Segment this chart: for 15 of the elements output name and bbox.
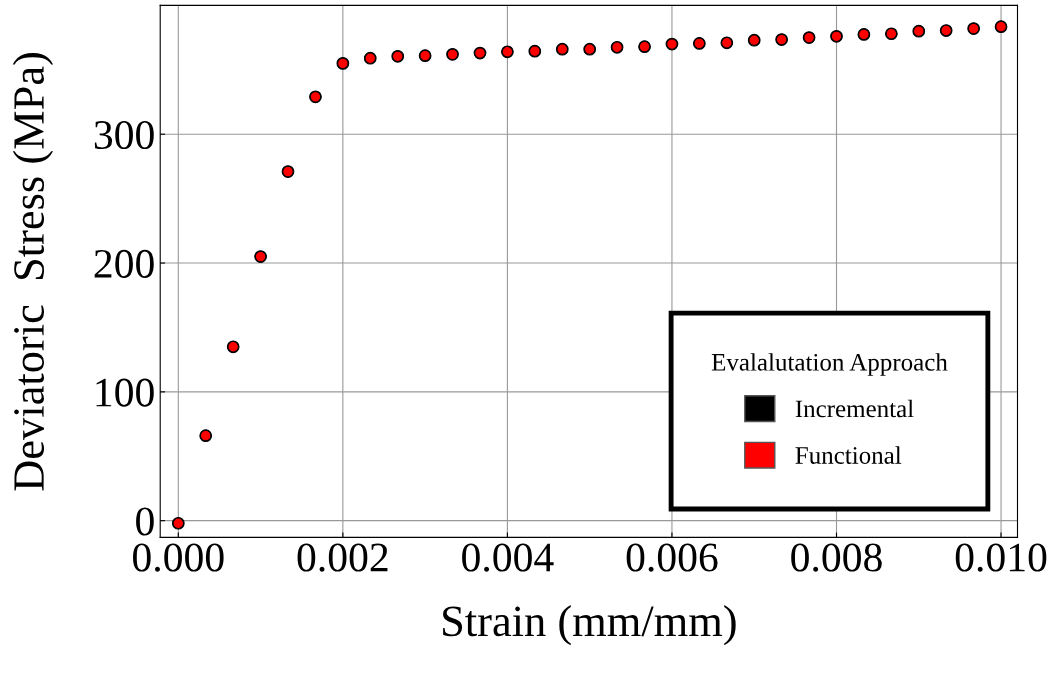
y-tick-label: 300 (94, 120, 154, 150)
x-tick-label: 0.000 (133, 543, 224, 572)
x-tick-label: 0.008 (791, 543, 882, 572)
legend-label: Incremental (795, 399, 914, 418)
y-tick-label: 100 (96, 378, 154, 407)
x-tick-label: 0.002 (297, 543, 388, 572)
y-axis-title: Deviatoric Stress (MPa) (12, 53, 54, 491)
legend-label: Functional (795, 446, 902, 464)
x-tick-label: 0.006 (626, 543, 718, 572)
y-tick-label: 0 (136, 507, 154, 536)
y-tick-label: 200 (94, 249, 154, 278)
x-tick-label: 0.010 (955, 543, 1047, 572)
x-tick-label: 0.004 (462, 543, 554, 572)
x-axis-title: Strain (mm/mm) (443, 605, 736, 646)
legend-title: Evalalutation Approach (711, 353, 948, 376)
